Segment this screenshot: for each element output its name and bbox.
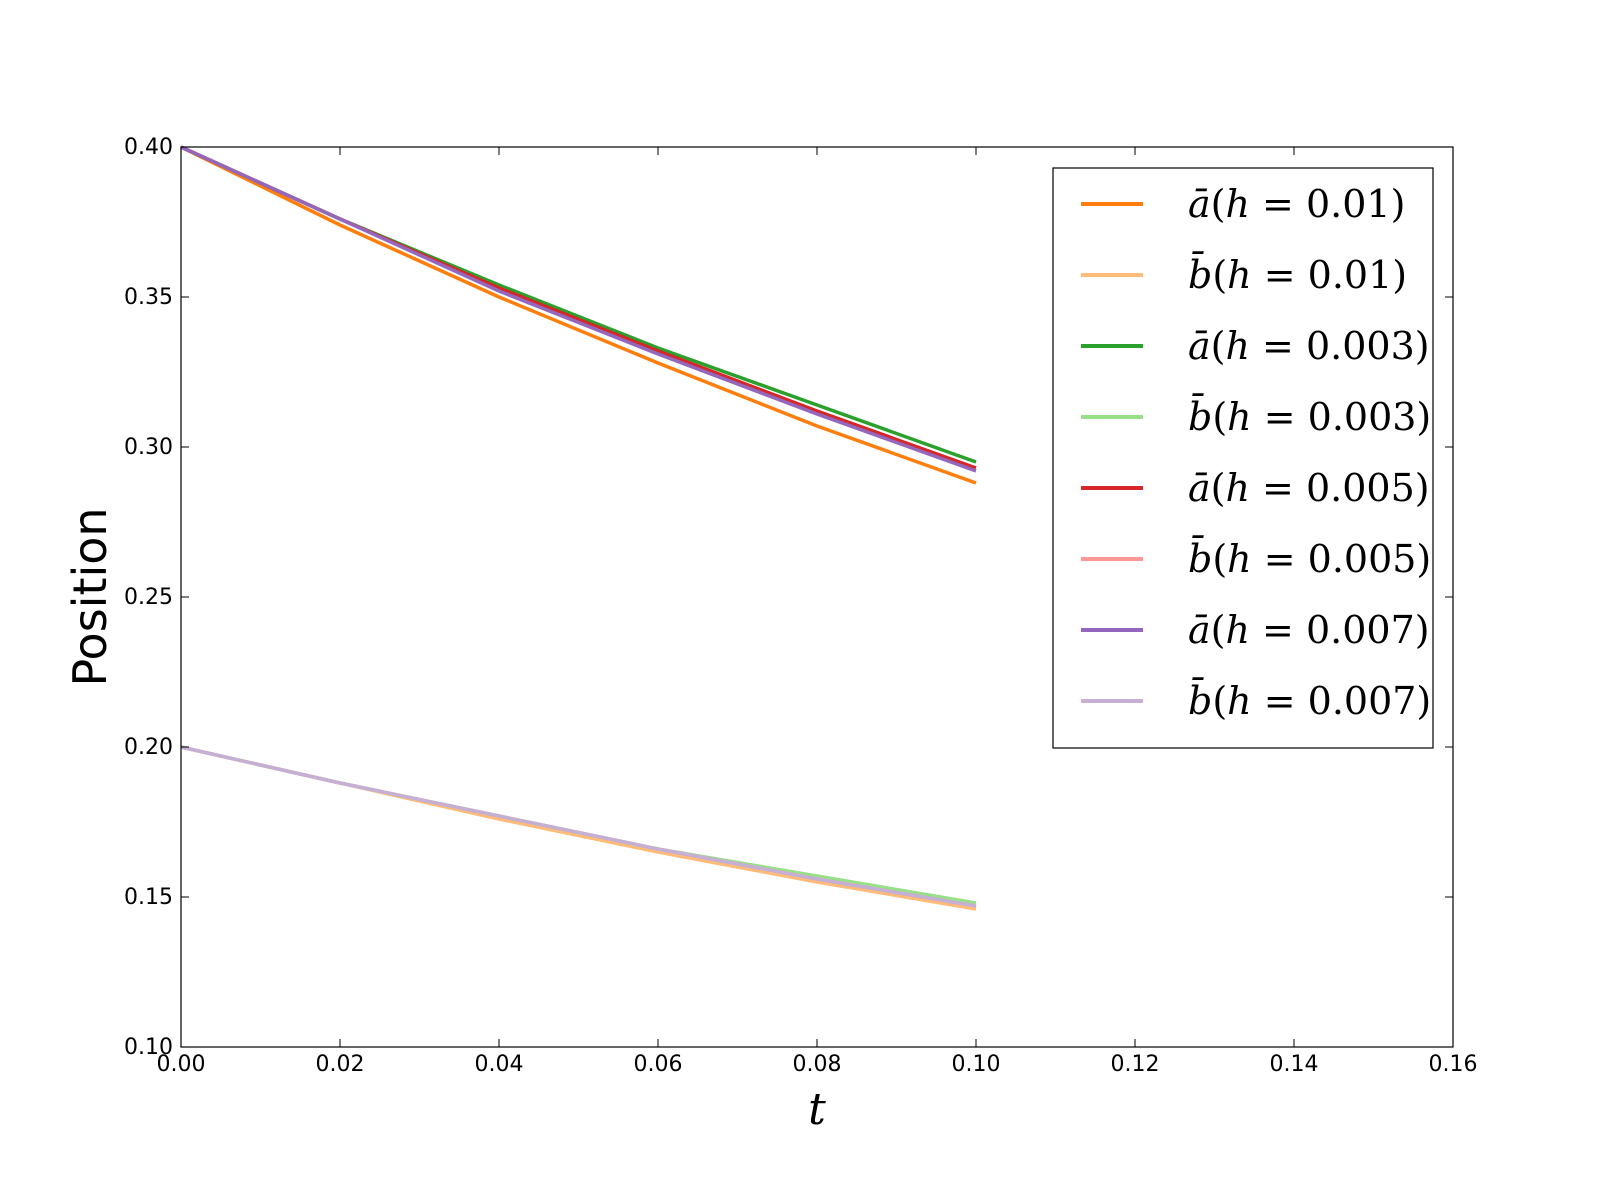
x-tick-label: 0.08 (793, 1052, 842, 1077)
legend-label-0: ā(h = 0.01) (1188, 182, 1405, 226)
legend: ā(h = 0.01) b̄(h = 0.01) ā(h = 0.003) b̄(h … (1052, 167, 1434, 749)
legend-label-3: b̄(h = 0.003) (1188, 394, 1431, 439)
legend-label-7: b̄(h = 0.007) (1188, 678, 1431, 723)
legend-label-2: ā(h = 0.003) (1188, 324, 1430, 368)
x-tick-label: 0.12 (1111, 1052, 1160, 1077)
x-tick-label: 0.06 (634, 1052, 683, 1077)
ticks-layer: 0.00 0.02 0.04 0.06 0.08 0.10 0.12 0.14 0.16 0.10… (124, 135, 1477, 1077)
x-tick-label: 0.14 (1270, 1052, 1319, 1077)
series-line-3 (180, 745, 977, 905)
y-tick-label: 0.20 (124, 735, 173, 760)
y-tick-label: 0.15 (124, 885, 173, 910)
y-tick-label: 0.30 (124, 435, 173, 460)
y-axis-title: Position (63, 507, 117, 686)
x-tick-label: 0.00 (157, 1052, 206, 1077)
x-tick-label: 0.02 (316, 1052, 365, 1077)
x-tick-label: 0.04 (475, 1052, 524, 1077)
legend-label-1: b̄(h = 0.01) (1188, 252, 1407, 297)
series-layer (180, 145, 977, 911)
legend-label-6: ā(h = 0.007) (1188, 608, 1430, 652)
series-line-6 (180, 145, 977, 473)
series-line-2 (180, 145, 977, 464)
x-axis-title: t (808, 1084, 826, 1135)
x-tick-label: 0.10 (952, 1052, 1001, 1077)
series-line-0 (180, 145, 977, 485)
y-tick-label: 0.35 (124, 285, 173, 310)
y-tick-label: 0.10 (124, 1035, 173, 1060)
x-tick-label: 0.16 (1429, 1052, 1478, 1077)
y-tick-label: 0.25 (124, 585, 173, 610)
y-tick-label: 0.40 (124, 135, 173, 160)
series-line-7 (180, 745, 977, 908)
legend-label-4: ā(h = 0.005) (1188, 466, 1430, 510)
legend-frame (1052, 167, 1434, 749)
legend-label-5: b̄(h = 0.005) (1188, 536, 1431, 581)
